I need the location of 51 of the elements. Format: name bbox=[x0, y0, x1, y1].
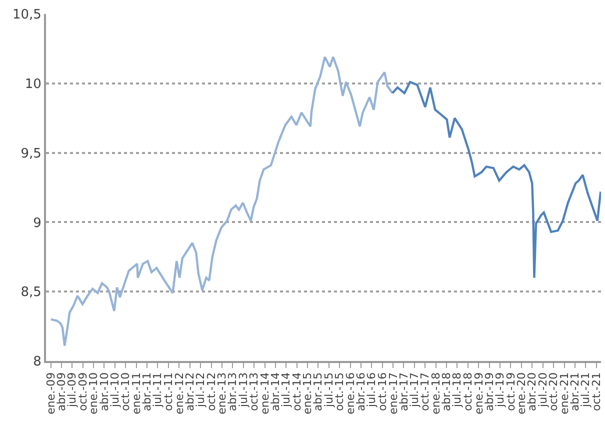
y-tick-label: 10 bbox=[24, 76, 42, 92]
line-series bbox=[391, 80, 601, 279]
x-tick-label: jul.-21 bbox=[579, 372, 592, 408]
x-tick-label: oct.-18 bbox=[462, 372, 475, 411]
x-tick-label: jul.-16 bbox=[365, 372, 378, 408]
x-tick-label: jul.-18 bbox=[450, 372, 464, 408]
x-tick-label: abr.-20 bbox=[526, 372, 539, 412]
x-tick-label: jul.-11 bbox=[151, 372, 164, 408]
x-tick-label: ene.-11 bbox=[130, 372, 144, 414]
x-tick-label: jul.-20 bbox=[536, 372, 550, 408]
x-tick-label: abr.-16 bbox=[354, 372, 368, 412]
x-tick-label: ene.-18 bbox=[430, 372, 443, 414]
x-tick-label: ene.-10 bbox=[87, 372, 100, 414]
x-tick-label: abr.-12 bbox=[183, 372, 196, 412]
x-tick-label: jul.-12 bbox=[194, 372, 208, 408]
x-tick-label: ene.-20 bbox=[515, 372, 528, 414]
x-tick-label: ene.-16 bbox=[344, 372, 357, 414]
y-tick-label: 8 bbox=[33, 354, 42, 370]
x-tick-label: abr.-13 bbox=[226, 372, 240, 412]
x-tick-label: ene.-17 bbox=[386, 372, 400, 414]
x-tick-label: jul.-19 bbox=[493, 372, 506, 408]
x-tick-label: ene.-14 bbox=[258, 372, 272, 414]
x-tick-label: jul.-10 bbox=[108, 372, 122, 408]
y-tick-label: 9 bbox=[33, 216, 42, 231]
x-tick-label: ene.-13 bbox=[216, 372, 229, 414]
y-tick-label: 8,5 bbox=[20, 285, 42, 300]
x-tick-label: oct.-13 bbox=[248, 372, 261, 411]
x-tick-label: abr.-09 bbox=[55, 372, 68, 412]
x-tick-label: jul.-13 bbox=[236, 372, 250, 408]
x-tick-label: abr.-10 bbox=[98, 372, 111, 412]
x-tick-label: jul.-17 bbox=[408, 372, 421, 408]
x-tick-label: ene.-15 bbox=[301, 372, 314, 414]
x-tick-label: ene.-09 bbox=[44, 372, 58, 414]
x-tick-label: jul.-09 bbox=[66, 372, 79, 408]
x-tick-label: jul.-14 bbox=[280, 372, 293, 408]
x-tick-label: ene.-19 bbox=[472, 372, 486, 414]
x-tick-label: abr.-18 bbox=[440, 372, 454, 412]
x-tick-label: ene.-21 bbox=[558, 372, 571, 414]
y-tick-label: 10,5 bbox=[12, 8, 42, 23]
x-tick-label: abr.-15 bbox=[312, 372, 325, 412]
x-tick-label: oct.-10 bbox=[119, 372, 132, 411]
x-tick-label: abr.-11 bbox=[140, 372, 154, 412]
x-tick-label: jul.-15 bbox=[322, 372, 336, 408]
x-tick-label: ene.-12 bbox=[172, 372, 186, 414]
x-tick-label: abr.-21 bbox=[568, 372, 582, 412]
line-series bbox=[50, 56, 394, 347]
x-tick-label: abr.-17 bbox=[397, 372, 410, 412]
x-tick-label: oct.-20 bbox=[547, 372, 560, 411]
x-tick-label: abr.-19 bbox=[482, 372, 496, 412]
x-tick-label: abr.-14 bbox=[268, 372, 282, 412]
y-tick-label: 9,5 bbox=[20, 146, 42, 162]
